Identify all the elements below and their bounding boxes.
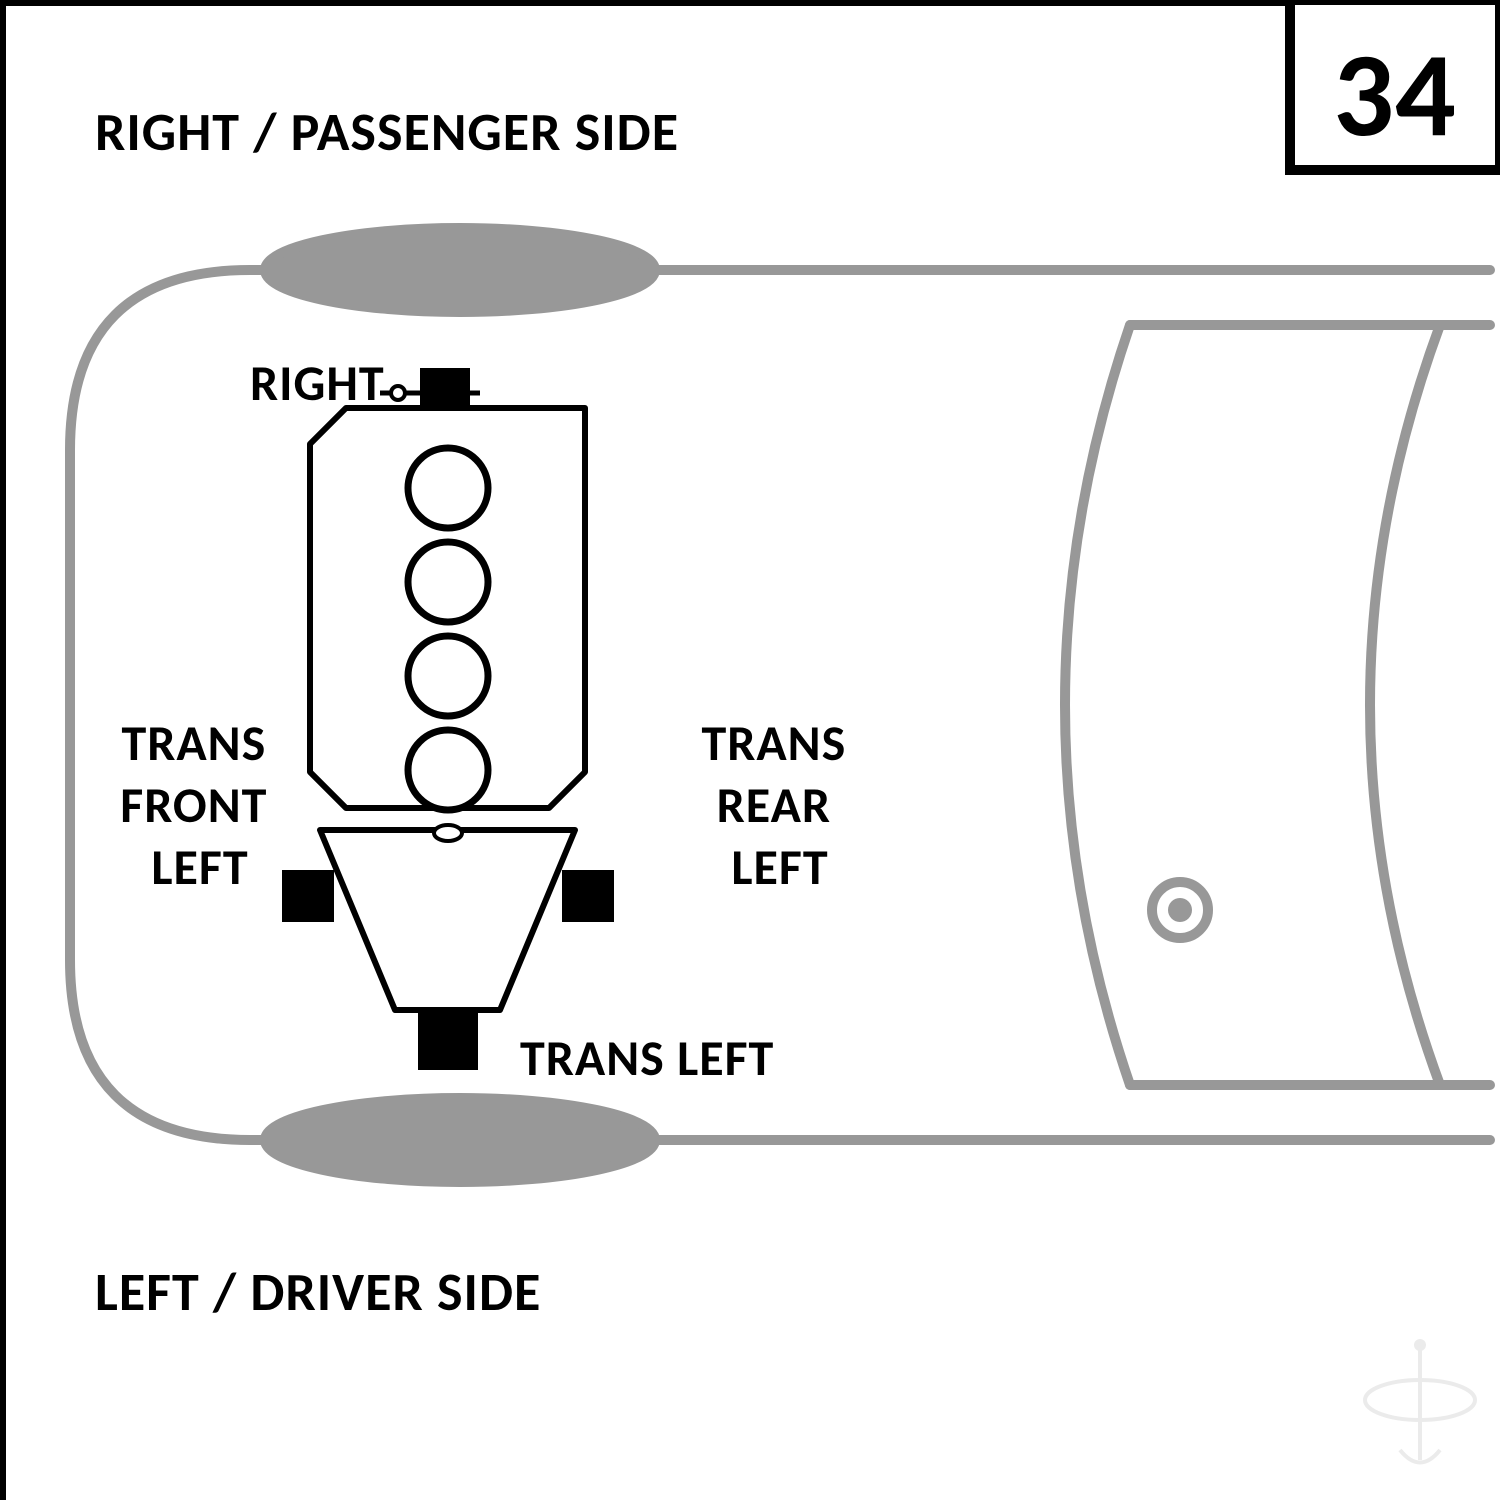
wheel-bottom [265, 1098, 655, 1182]
mount-trans-left [418, 1010, 478, 1070]
label-trans-rear-left: TRANS REAR LEFT [701, 713, 858, 898]
cylinder-1 [408, 448, 488, 528]
cabin-front-arc [1065, 325, 1130, 1085]
label-right: RIGHT [250, 353, 385, 414]
mount-right [420, 368, 470, 410]
cylinder-3 [408, 636, 488, 716]
transmission-tab [434, 825, 462, 841]
engine-mount-diagram: 34 [0, 0, 1500, 1500]
mount-trans-front-left [282, 870, 334, 922]
wheel-top [265, 228, 655, 312]
label-driver-side: LEFT / DRIVER SIDE [95, 1259, 541, 1325]
label-passenger-side: RIGHT / PASSENGER SIDE [95, 99, 679, 165]
engine-top-pin [391, 386, 405, 400]
cylinder-4 [408, 730, 488, 810]
fuel-cap-inner [1168, 898, 1192, 922]
transmission [320, 825, 575, 1010]
cylinder-2 [408, 542, 488, 622]
corner-number: 34 [1333, 22, 1457, 168]
cabin-rear-arc [1370, 325, 1440, 1085]
label-trans-front-left: TRANS FRONT LEFT [120, 713, 279, 898]
label-trans-left: TRANS LEFT [520, 1028, 774, 1089]
engine-assembly [310, 386, 585, 810]
watermark-icon [1365, 1339, 1475, 1463]
corner-number-box: 34 [1290, 0, 1500, 170]
mount-trans-rear-left [562, 870, 614, 922]
transmission-body [320, 830, 575, 1010]
